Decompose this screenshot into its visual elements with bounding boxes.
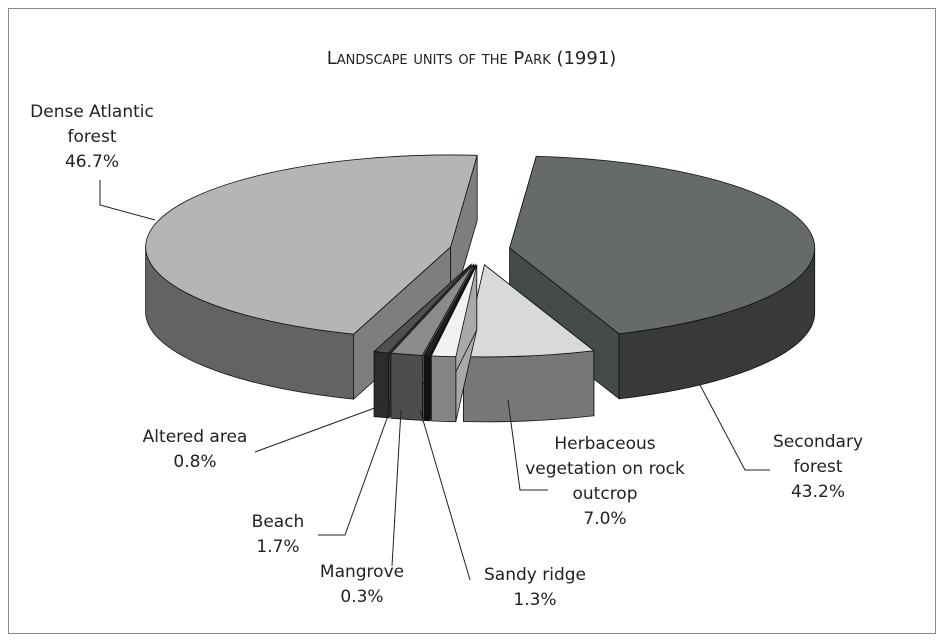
- label-value: 43.2%: [790, 482, 845, 502]
- label-name: Secondary forest: [772, 432, 864, 477]
- leader-line: [99, 180, 156, 221]
- label-value: 0.8%: [173, 452, 217, 472]
- slice: [145, 154, 478, 335]
- label-name: Sandy ridge: [484, 565, 586, 585]
- slice-wall: [463, 350, 595, 423]
- label-value: 46.7%: [64, 152, 119, 172]
- slice: [373, 264, 472, 354]
- label-name: Mangrove: [319, 562, 405, 582]
- label-name: Beach: [251, 512, 305, 532]
- slice: [423, 264, 476, 357]
- label-value: 0.3%: [340, 587, 384, 607]
- slice-wall: [390, 352, 423, 421]
- label-name: Dense Atlantic forest: [30, 102, 154, 147]
- slice: [509, 155, 816, 335]
- leader-line: [254, 405, 381, 453]
- data-label: Mangrove 0.3%: [307, 560, 417, 610]
- leader-line: [318, 409, 391, 536]
- leader-line: [699, 384, 770, 471]
- data-label: Secondary forest 43.2%: [763, 430, 873, 505]
- data-label: Sandy ridge 1.3%: [470, 563, 600, 613]
- leader-line: [419, 409, 471, 581]
- slice-wall: [430, 355, 457, 423]
- data-label: Herbaceous vegetation on rock outcrop 7.0…: [525, 432, 685, 532]
- data-label: Altered area 0.8%: [120, 425, 270, 475]
- slice: [390, 264, 474, 356]
- label-value: 1.3%: [513, 590, 557, 610]
- leader-line: [507, 399, 548, 491]
- data-label: Beach 1.7%: [238, 510, 318, 560]
- label-name: Altered area: [142, 427, 248, 447]
- frame: [8, 8, 936, 634]
- leader-line: [391, 409, 402, 567]
- chart-title: Landscape units of the Park (1991): [326, 48, 617, 69]
- label-value: 1.7%: [256, 537, 300, 557]
- slice-wall: [373, 351, 390, 419]
- data-label: Dense Atlantic forest 46.7%: [17, 100, 167, 175]
- label-value: 7.0%: [583, 509, 627, 529]
- label-name: Herbaceous vegetation on rock outcrop: [525, 434, 685, 504]
- slice-wall: [423, 355, 431, 422]
- slice: [430, 264, 478, 358]
